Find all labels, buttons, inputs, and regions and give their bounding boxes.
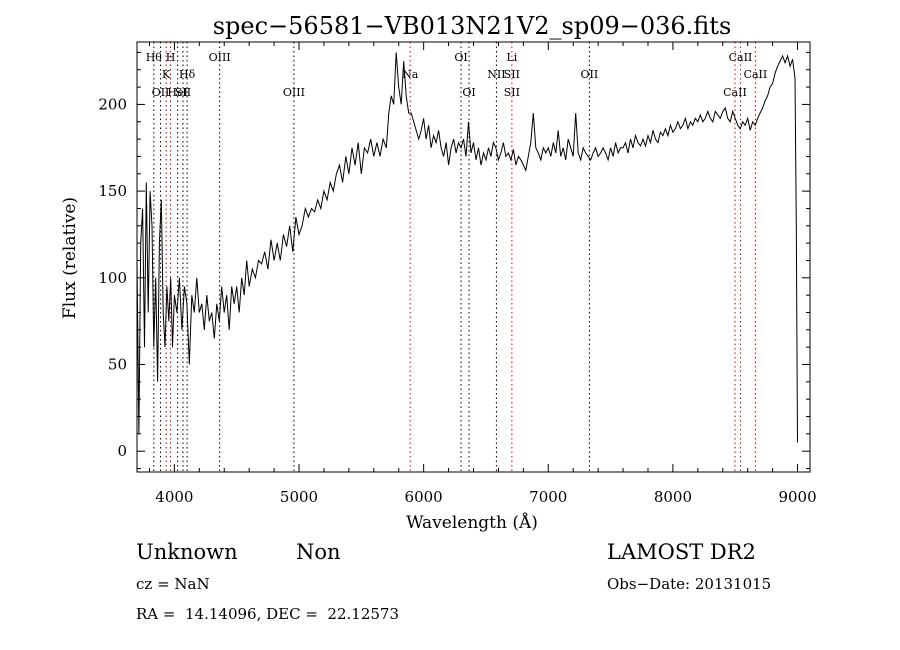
x-axis: 4000 5000 6000 7000 8000 9000 xyxy=(148,42,817,506)
spectral-line-label: CaII xyxy=(723,86,747,99)
spectral-line-label: SII xyxy=(175,86,191,99)
y-axis-label: Flux (relative) xyxy=(60,197,80,319)
spectral-lines xyxy=(153,42,756,472)
plot-frame xyxy=(136,41,811,473)
spectral-line-label: Hθ xyxy=(146,51,163,64)
spectral-line-label: OII xyxy=(152,86,170,99)
spectral-line-label: OIII xyxy=(283,86,305,99)
x-tick-label: 5000 xyxy=(280,488,318,506)
x-tick-label: 6000 xyxy=(405,488,443,506)
y-tick-label: 150 xyxy=(98,182,127,200)
x-tick-label: 8000 xyxy=(654,488,692,506)
spectral-line-label: OII xyxy=(581,68,599,81)
y-tick-label: 50 xyxy=(108,356,127,374)
spectral-line-label: CaII xyxy=(744,68,768,81)
spectral-line-label: HeI xyxy=(167,86,187,99)
y-tick-label: 200 xyxy=(98,95,127,113)
spectral-line-label: CaII xyxy=(729,51,753,64)
spectrum-line xyxy=(136,52,798,443)
spectral-class: Unknown xyxy=(136,540,238,564)
x-axis-label: Wavelength (Å) xyxy=(406,512,538,533)
spectral-subclass: Non xyxy=(296,540,341,564)
x-tick-label: 4000 xyxy=(155,488,193,506)
y-tick-label: 100 xyxy=(98,269,127,287)
spectral-line-label: Hδ xyxy=(179,68,196,81)
spectral-line-label: SII xyxy=(504,68,520,81)
ra-dec-readout: RA = 14.14096, DEC = 22.12573 xyxy=(136,605,399,623)
x-tick-label: 7000 xyxy=(529,488,567,506)
spectral-line-label: OIII xyxy=(209,51,231,64)
spectral-line-label: K xyxy=(162,68,171,81)
redshift-readout: cz = NaN xyxy=(136,575,210,593)
spectral-line-labels: HθOIIKHHeISIIHδOIIIOIIINaOIOINIILiSIISII… xyxy=(146,51,768,99)
spectral-line-label: NII xyxy=(487,68,505,81)
spectral-line-label: OI xyxy=(462,86,475,99)
spectral-line-label: Li xyxy=(506,51,517,64)
x-tick-label: 9000 xyxy=(778,488,816,506)
y-tick-label: 0 xyxy=(117,442,127,460)
survey-name: LAMOST DR2 xyxy=(607,540,756,564)
spectral-line-label: OI xyxy=(454,51,467,64)
spectral-line-label: SII xyxy=(504,86,520,99)
spectral-line-label: H xyxy=(166,51,176,64)
obs-date: Obs−Date: 20131015 xyxy=(607,575,771,593)
y-axis: 0 50 100 150 200 xyxy=(98,51,810,470)
chart-title: spec−56581−VB013N21V2_sp09−036.fits xyxy=(213,12,732,40)
spectral-line-label: Na xyxy=(402,68,419,81)
